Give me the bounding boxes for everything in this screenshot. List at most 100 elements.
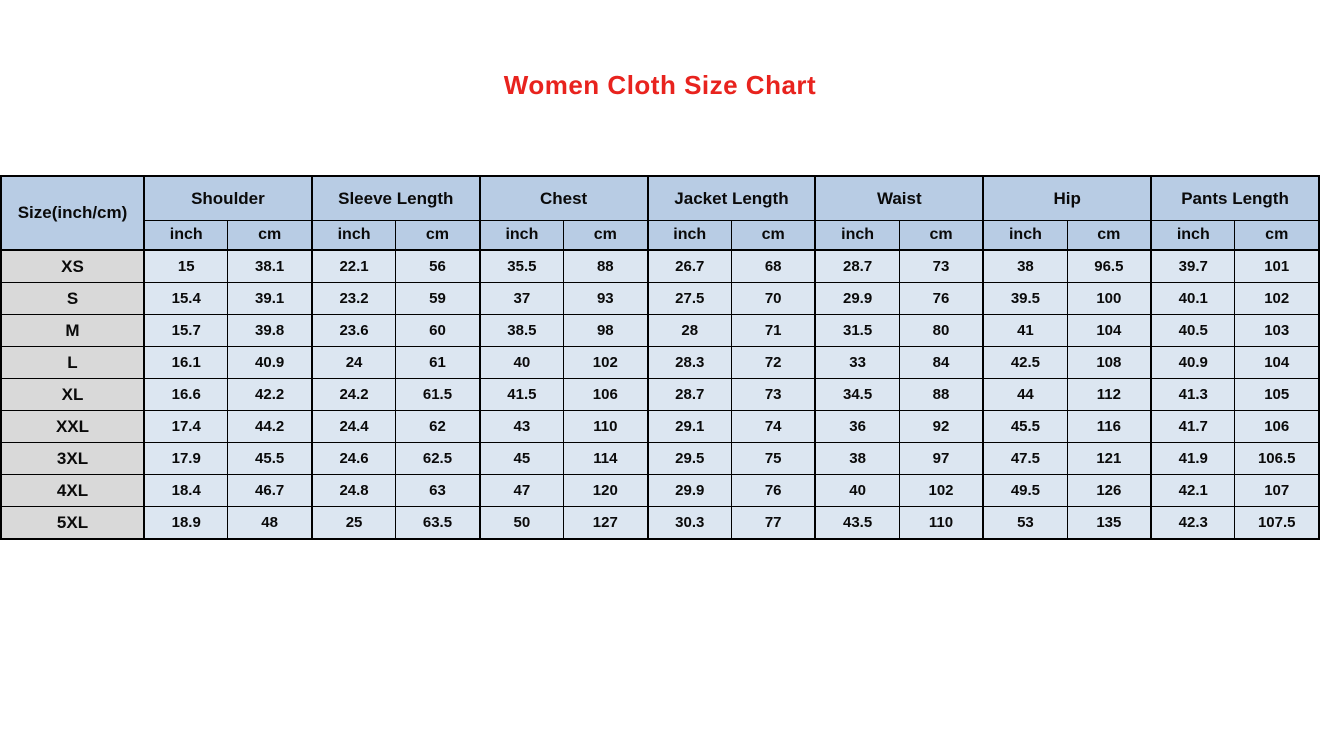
- size-label: S: [0, 282, 145, 315]
- size-label: L: [0, 346, 145, 379]
- measurement-cell: 61: [395, 346, 481, 379]
- measurement-cell: 15: [143, 249, 229, 283]
- measurement-cell: 112: [1066, 378, 1152, 411]
- measurement-cell: 104: [1066, 314, 1152, 347]
- unit-header-cm: cm: [227, 220, 313, 251]
- measurement-cell: 45.5: [227, 442, 313, 475]
- measurement-cell: 114: [563, 442, 649, 475]
- measurement-cell: 41: [982, 314, 1068, 347]
- measurement-cell: 61.5: [395, 378, 481, 411]
- measurement-cell: 126: [1066, 474, 1152, 507]
- measurement-cell: 44: [982, 378, 1068, 411]
- measurement-cell: 39.7: [1150, 249, 1236, 283]
- measurement-cell: 73: [898, 249, 984, 283]
- measurement-cell: 36: [814, 410, 900, 443]
- measurement-cell: 42.3: [1150, 506, 1236, 540]
- measurement-cell: 103: [1234, 314, 1320, 347]
- measurement-cell: 84: [898, 346, 984, 379]
- unit-header-cm: cm: [1234, 220, 1320, 251]
- measurement-cell: 23.2: [310, 282, 397, 315]
- unit-header-cm: cm: [395, 220, 481, 251]
- measurement-cell: 106: [563, 378, 649, 411]
- size-label: XS: [0, 249, 145, 283]
- measurement-cell: 41.9: [1150, 442, 1236, 475]
- unit-header-inch: inch: [814, 220, 900, 251]
- column-group-waist: Waist: [814, 175, 984, 221]
- measurement-cell: 24.8: [310, 474, 397, 507]
- unit-header-cm: cm: [898, 220, 984, 251]
- measurement-cell: 75: [730, 442, 816, 475]
- measurement-cell: 40: [478, 346, 565, 379]
- unit-header-inch: inch: [982, 220, 1068, 251]
- measurement-cell: 39.1: [227, 282, 313, 315]
- measurement-cell: 72: [730, 346, 816, 379]
- table-row-3xl: 3XL 17.9 45.5 24.6 62.5 45 114 29.5 75 38 97 47.5 12…: [0, 442, 1320, 475]
- measurement-cell: 62.5: [395, 442, 481, 475]
- size-label: 4XL: [0, 474, 145, 507]
- measurement-cell: 15.4: [143, 282, 229, 315]
- unit-header-inch: inch: [1150, 220, 1236, 251]
- measurement-cell: 22.1: [310, 249, 397, 283]
- measurement-cell: 102: [898, 474, 984, 507]
- measurement-cell: 97: [898, 442, 984, 475]
- measurement-cell: 70: [730, 282, 816, 315]
- measurement-cell: 18.4: [143, 474, 229, 507]
- table-body: XS 15 38.1 22.1 56 35.5 88 26.7 68 28.7 73 38 96.5 39…: [0, 249, 1320, 540]
- measurement-cell: 63: [395, 474, 481, 507]
- measurement-cell: 16.6: [143, 378, 229, 411]
- measurement-cell: 35.5: [478, 249, 565, 283]
- measurement-cell: 106: [1234, 410, 1320, 443]
- measurement-cell: 110: [898, 506, 984, 540]
- measurement-cell: 110: [563, 410, 649, 443]
- column-group-pants-length: Pants Length: [1150, 175, 1320, 221]
- measurement-cell: 48: [227, 506, 313, 540]
- measurement-cell: 41.3: [1150, 378, 1236, 411]
- measurement-cell: 31.5: [814, 314, 900, 347]
- measurement-cell: 47.5: [982, 442, 1068, 475]
- measurement-cell: 107.5: [1234, 506, 1320, 540]
- measurement-cell: 45.5: [982, 410, 1068, 443]
- measurement-cell: 120: [563, 474, 649, 507]
- measurement-cell: 29.5: [646, 442, 732, 475]
- measurement-cell: 38: [982, 249, 1068, 283]
- measurement-cell: 40.1: [1150, 282, 1236, 315]
- measurement-cell: 39.8: [227, 314, 313, 347]
- measurement-cell: 15.7: [143, 314, 229, 347]
- measurement-cell: 24: [310, 346, 397, 379]
- measurement-cell: 56: [395, 249, 481, 283]
- measurement-cell: 39.5: [982, 282, 1068, 315]
- measurement-cell: 108: [1066, 346, 1152, 379]
- measurement-cell: 17.9: [143, 442, 229, 475]
- measurement-cell: 29.9: [814, 282, 900, 315]
- measurement-cell: 104: [1234, 346, 1320, 379]
- measurement-cell: 38.5: [478, 314, 565, 347]
- measurement-cell: 27.5: [646, 282, 732, 315]
- table-row-xs: XS 15 38.1 22.1 56 35.5 88 26.7 68 28.7 73 38 96.5 39…: [0, 249, 1320, 283]
- size-label: XXL: [0, 410, 145, 443]
- measurement-cell: 40.9: [227, 346, 313, 379]
- measurement-cell: 100: [1066, 282, 1152, 315]
- corner-header-size: Size(inch/cm): [0, 175, 145, 251]
- measurement-cell: 63.5: [395, 506, 481, 540]
- unit-header-cm: cm: [1066, 220, 1152, 251]
- measurement-cell: 24.2: [310, 378, 397, 411]
- measurement-cell: 62: [395, 410, 481, 443]
- size-label: XL: [0, 378, 145, 411]
- measurement-cell: 71: [730, 314, 816, 347]
- measurement-cell: 106.5: [1234, 442, 1320, 475]
- measurement-cell: 59: [395, 282, 481, 315]
- measurement-cell: 88: [563, 249, 649, 283]
- measurement-cell: 76: [898, 282, 984, 315]
- measurement-cell: 43.5: [814, 506, 900, 540]
- measurement-cell: 17.4: [143, 410, 229, 443]
- unit-header-cm: cm: [563, 220, 649, 251]
- table-header: Size(inch/cm) Shoulder Sleeve Length Chest J…: [0, 175, 1320, 251]
- measurement-cell: 26.7: [646, 249, 732, 283]
- measurement-cell: 45: [478, 442, 565, 475]
- measurement-cell: 28: [646, 314, 732, 347]
- measurement-cell: 49.5: [982, 474, 1068, 507]
- measurement-cell: 42.5: [982, 346, 1068, 379]
- unit-header-inch: inch: [310, 220, 397, 251]
- measurement-cell: 121: [1066, 442, 1152, 475]
- measurement-cell: 29.9: [646, 474, 732, 507]
